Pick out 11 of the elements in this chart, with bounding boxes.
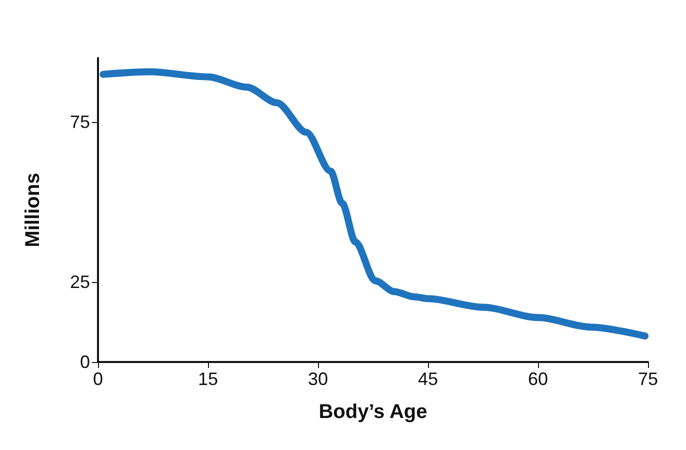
x-tick-label: 60 <box>528 369 548 389</box>
x-tick-label: 0 <box>92 369 104 389</box>
y-axis-title: Millions <box>22 172 44 248</box>
x-tick-label: 75 <box>638 369 658 389</box>
y-tick-label: 0 <box>80 352 90 372</box>
y-tick-label: 75 <box>70 112 90 132</box>
y-tick-label: 25 <box>70 272 90 292</box>
x-tick-label: 45 <box>418 369 438 389</box>
x-tick-label: 30 <box>308 369 328 389</box>
x-tick-label: 15 <box>198 369 218 389</box>
x-axis-title: Body’s Age <box>318 401 428 423</box>
